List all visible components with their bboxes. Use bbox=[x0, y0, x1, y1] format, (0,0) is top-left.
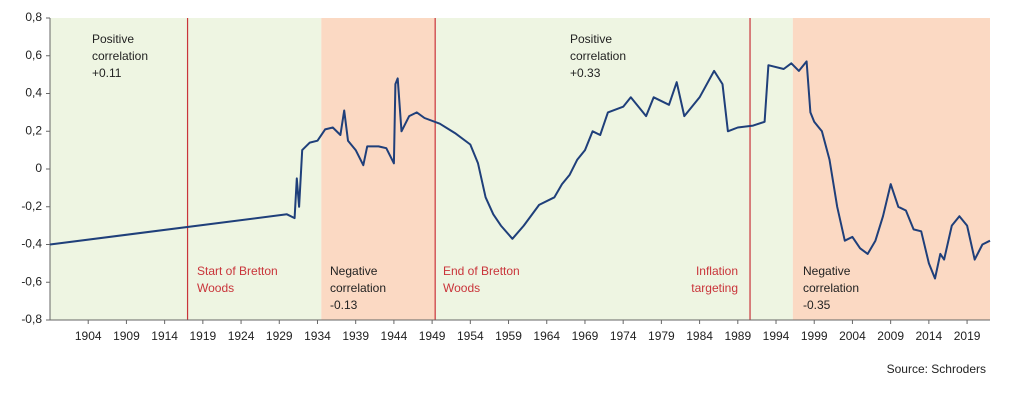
x-tick-label: 1979 bbox=[648, 329, 675, 343]
y-tick-label: 0,6 bbox=[25, 48, 42, 62]
x-tick-label: 2004 bbox=[839, 329, 866, 343]
x-tick-label: 1904 bbox=[75, 329, 102, 343]
annotation: correlation bbox=[330, 281, 386, 295]
x-tick-label: 1924 bbox=[228, 329, 255, 343]
annotation: -0.35 bbox=[803, 298, 831, 312]
x-tick-label: 1974 bbox=[610, 329, 637, 343]
x-tick-label: 1989 bbox=[724, 329, 751, 343]
x-tick-label: 1954 bbox=[457, 329, 484, 343]
x-tick-label: 2014 bbox=[916, 329, 943, 343]
x-tick-label: 1994 bbox=[763, 329, 790, 343]
data-line bbox=[49, 60, 991, 280]
x-tick-label: 1984 bbox=[686, 329, 713, 343]
y-tick-label: 0,8 bbox=[25, 10, 42, 24]
x-tick-label: 1929 bbox=[266, 329, 293, 343]
annotation: Negative bbox=[803, 264, 851, 278]
shaded-region bbox=[435, 18, 793, 320]
annotation: Woods bbox=[443, 281, 480, 295]
source: Source: Schroders bbox=[887, 362, 986, 376]
annotation: Inflation bbox=[696, 264, 738, 278]
y-tick-label: -0,8 bbox=[21, 312, 42, 326]
y-tick-label: 0,2 bbox=[25, 123, 42, 137]
y-tick-label: -0,6 bbox=[21, 274, 42, 288]
x-tick-label: 2009 bbox=[877, 329, 904, 343]
annotation: Woods bbox=[197, 281, 234, 295]
annotation: Positive bbox=[570, 32, 612, 46]
x-tick-label: 1969 bbox=[572, 329, 599, 343]
annotation: Negative bbox=[330, 264, 378, 278]
x-tick-label: 1944 bbox=[381, 329, 408, 343]
annotation: +0.11 bbox=[92, 66, 122, 80]
y-tick-label: -0,2 bbox=[21, 199, 42, 213]
annotation: Start of Bretton bbox=[197, 264, 278, 278]
annotation: targeting bbox=[691, 281, 738, 295]
x-tick-label: 2019 bbox=[954, 329, 981, 343]
shaded-region bbox=[50, 18, 322, 320]
y-tick-label: -0,4 bbox=[21, 237, 42, 251]
x-tick-label: 1949 bbox=[419, 329, 446, 343]
x-tick-label: 1959 bbox=[495, 329, 522, 343]
x-tick-label: 1999 bbox=[801, 329, 828, 343]
x-tick-label: 1919 bbox=[189, 329, 216, 343]
x-tick-label: 1914 bbox=[151, 329, 178, 343]
x-tick-label: 1934 bbox=[304, 329, 331, 343]
shaded-region bbox=[321, 18, 436, 320]
x-tick-label: 1939 bbox=[342, 329, 369, 343]
annotation: -0.13 bbox=[330, 298, 358, 312]
shaded-region bbox=[792, 18, 990, 320]
y-tick-label: 0,4 bbox=[25, 86, 42, 100]
annotation: Positive bbox=[92, 32, 134, 46]
x-tick-label: 1964 bbox=[533, 329, 560, 343]
annotation: +0.33 bbox=[570, 66, 601, 80]
y-tick-label: 0 bbox=[35, 161, 42, 175]
x-tick-label: 1909 bbox=[113, 329, 140, 343]
annotation: correlation bbox=[92, 49, 148, 63]
annotation: correlation bbox=[803, 281, 859, 295]
annotation: End of Bretton bbox=[443, 264, 520, 278]
annotation: correlation bbox=[570, 49, 626, 63]
